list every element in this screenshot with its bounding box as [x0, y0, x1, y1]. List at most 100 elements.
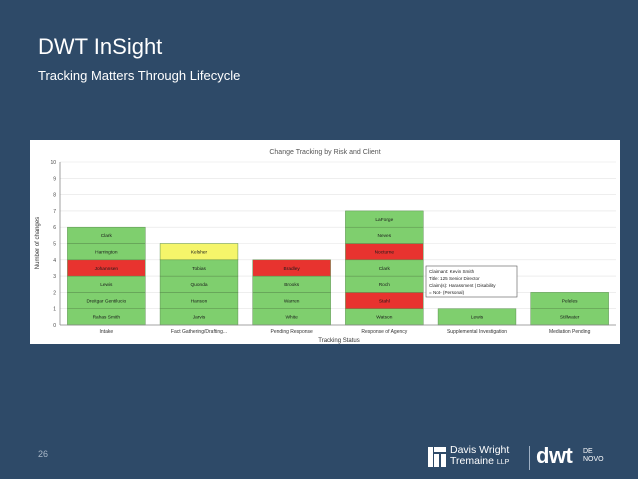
stacked-bar-chart: Change Tracking by Risk and Client 0 1 2 3 4… [35, 149, 616, 344]
firm-name-line1: Davis Wright [450, 444, 510, 456]
bar-segment-rect[interactable] [345, 210, 424, 228]
firm-name: Davis Wright Tremaine LLP [450, 445, 509, 468]
tooltip: Claimant: Kevin Smith Title: 125 Senior … [425, 265, 518, 298]
x-tick-label: Intake [100, 329, 114, 335]
bar-segment-label: White [286, 315, 299, 321]
bar-segment[interactable]: Bradley [252, 259, 331, 277]
tooltip-line-4: = Not- (Personal) [429, 290, 465, 295]
bar-segment-label: Peleles [562, 298, 578, 304]
bar-segment-label: Neves [378, 233, 392, 239]
x-axis-label: Tracking Status [318, 338, 359, 344]
bar-segment[interactable]: Stillwater [530, 308, 609, 326]
bar-segment-label: Rahas Smith [93, 315, 121, 321]
bar-segment-label: Bradley [284, 266, 301, 272]
brand-logo: dwt [536, 443, 573, 468]
y-tick-label: 3 [53, 274, 56, 280]
slide-subtitle: Tracking Matters Through Lifecycle [38, 68, 241, 83]
bar-segment-label: Harrington [95, 249, 118, 255]
bar-segment-label: Stillwater [560, 315, 580, 321]
bar-segment-label: Jarvis [193, 315, 206, 321]
page-number: 26 [38, 449, 49, 459]
bar-segment[interactable]: Nocturne [345, 243, 424, 261]
bar-segment-rect[interactable] [252, 259, 331, 277]
bars: Rahas Smith Dreitgar Gentilucio Lewis Johan… [67, 210, 609, 326]
bar-segment-label: Lewis [471, 315, 484, 321]
bar-segment[interactable]: Hanson [159, 292, 239, 309]
bar-segment[interactable]: LaForge [345, 210, 424, 228]
y-tick-label: 2 [53, 290, 56, 296]
y-tick-label: 0 [53, 323, 56, 329]
bar-segment[interactable]: Johannsen [67, 259, 146, 277]
bar-segment-label: Brooks [284, 282, 300, 288]
logo-divider [529, 446, 530, 470]
bar-segment-label: Roch [379, 282, 391, 288]
bar-segment[interactable]: Rahas Smith [67, 308, 146, 326]
bar-segment-label: Clark [101, 233, 113, 239]
bar-segment[interactable]: Kelsher [159, 243, 239, 261]
bar-segment[interactable]: Quonda [159, 275, 239, 293]
bar-segment-rect[interactable] [530, 292, 609, 309]
bar-segment-label: Kelsher [191, 249, 208, 255]
x-axis-ticks: Intake Fact Gathering/Drafting... Pending … [100, 329, 591, 335]
x-tick-label: Response of Agency [361, 329, 407, 335]
brand-subtitle-line1: DE [583, 448, 593, 455]
bar-segment-label: Johannsen [95, 266, 119, 272]
brand-subtitle-line2: NOVO [583, 456, 604, 463]
bar-segment[interactable]: White [252, 308, 331, 326]
bar-segment-label: Lewis [100, 282, 113, 288]
bar-segment[interactable]: Neves [345, 226, 424, 244]
bar-segment[interactable]: Lewis [437, 308, 517, 326]
bar-segment-label: Dreitgar Gentilucio [86, 298, 126, 304]
bar-segment-rect[interactable] [67, 226, 146, 244]
bar-segment[interactable]: Lewis [67, 275, 146, 293]
bar-segment[interactable]: Stahl [345, 292, 424, 309]
bar-segment-label: Clark [379, 266, 391, 272]
bar-segment[interactable]: Clark [67, 226, 146, 244]
x-tick-label: Fact Gathering/Drafting... [171, 329, 227, 335]
bar-segment-rect[interactable] [159, 243, 239, 261]
bar-segment[interactable]: Peleles [530, 292, 609, 309]
y-axis-ticks: 0 1 2 3 4 5 6 7 8 9 10 [50, 160, 56, 329]
tooltip-line-3: Claim(s): Harassment | Disability [429, 283, 496, 288]
bar-segment[interactable]: Watson [345, 308, 424, 326]
bar-segment[interactable]: Roch [345, 275, 424, 293]
bar-segment-label: Tobias [192, 266, 206, 272]
bar-segment[interactable]: Clark [345, 259, 424, 277]
y-tick-label: 4 [53, 258, 56, 264]
bar-segment[interactable]: Dreitgar Gentilucio [67, 292, 146, 309]
bar-segment-label: Nocturne [375, 249, 395, 255]
bar-segment-label: Warren [284, 298, 300, 304]
footer-logos: Davis Wright Tremaine LLP dwt DE NOVO [428, 442, 628, 474]
chart-title: Change Tracking by Risk and Client [269, 149, 380, 156]
bar-segment-label: LaForge [375, 217, 393, 223]
y-tick-label: 6 [53, 225, 56, 231]
bar-segment-label: Stahl [379, 298, 390, 304]
y-tick-label: 10 [50, 160, 56, 166]
chart-panel: Change Tracking by Risk and Client 0 1 2 3 4… [30, 140, 620, 344]
bar-segment-label: Hanson [191, 298, 208, 304]
bar-segment[interactable]: Warren [252, 292, 331, 309]
slide-title: DWT InSight [38, 34, 163, 59]
x-tick-label: Supplemental Investigation [447, 329, 507, 335]
y-tick-label: 5 [53, 242, 56, 248]
bar-segment-label: Quonda [190, 282, 207, 288]
y-tick-label: 7 [53, 209, 56, 215]
x-tick-label: Mediation Pending [549, 329, 591, 335]
x-tick-label: Pending Response [271, 329, 313, 335]
dwt-mark-icon [428, 447, 446, 467]
firm-suffix: LLP [496, 459, 510, 466]
gridlines [60, 161, 616, 326]
bar-segment[interactable]: Harrington [67, 243, 146, 261]
y-axis-label: Number of changes [35, 217, 41, 269]
tooltip-line-1: Claimant: Kevin Smith [429, 269, 475, 274]
y-tick-label: 9 [53, 176, 56, 182]
bar-segment[interactable]: Brooks [252, 275, 331, 293]
y-tick-label: 8 [53, 193, 56, 199]
bar-segment[interactable]: Jarvis [159, 308, 239, 326]
firm-name-line2: Tremaine [450, 455, 494, 467]
brand-subtitle: DE NOVO [583, 448, 604, 464]
tooltip-line-2: Title: 125 Senior Director [429, 276, 480, 281]
bar-segment-label: Watson [376, 315, 392, 321]
bar-segment[interactable]: Tobias [159, 259, 239, 277]
